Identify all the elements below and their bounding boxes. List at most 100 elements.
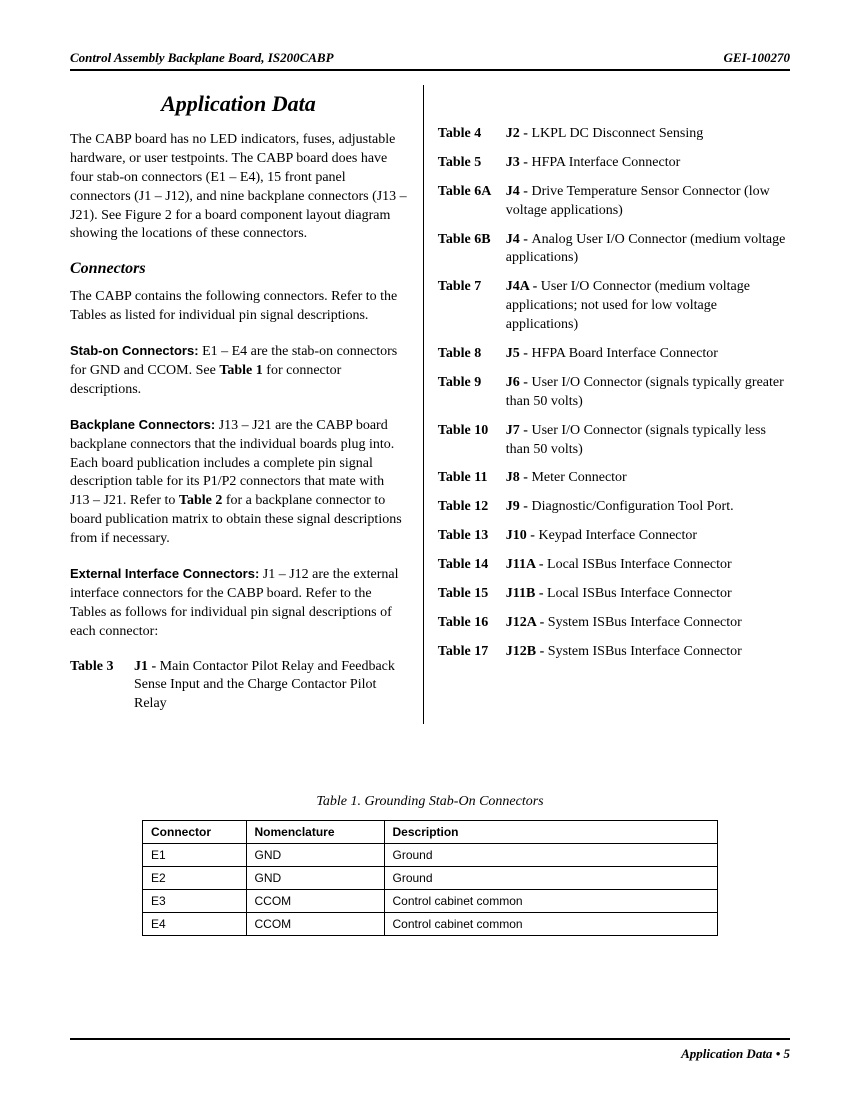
table-cell: Ground [384, 867, 718, 890]
table-cell: E4 [143, 913, 247, 936]
table-desc: J11A - Local ISBus Interface Connector [506, 556, 790, 575]
stabon-label: Stab-on Connectors: [70, 343, 199, 358]
table-text: System ISBus Interface Connector [548, 644, 742, 659]
table-label: Table 17 [438, 643, 506, 662]
table-label: Table 13 [438, 527, 506, 546]
table-list-row: Table 6BJ4 - Analog User I/O Connector (… [438, 231, 790, 269]
table-desc: J6 - User I/O Connector (signals typical… [506, 374, 790, 412]
table-list-row: Table 12J9 - Diagnostic/Configuration To… [438, 498, 790, 517]
connectors-heading: Connectors [70, 260, 407, 278]
table1: Connector Nomenclature Description E1GND… [142, 820, 718, 936]
table-cell: GND [246, 867, 384, 890]
footer-page: 5 [784, 1046, 791, 1061]
table-list-row: Table 17J12B - System ISBus Interface Co… [438, 643, 790, 662]
footer-text: Application Data • 5 [681, 1046, 790, 1062]
table-cell: GND [246, 844, 384, 867]
table-row: E1GNDGround [143, 844, 718, 867]
table-list-row: Table 9J6 - User I/O Connector (signals … [438, 374, 790, 412]
table-cell: E3 [143, 890, 247, 913]
table-label: Table 15 [438, 585, 506, 604]
table-label: Table 5 [438, 154, 506, 173]
header-left: Control Assembly Backplane Board, IS200C… [70, 50, 334, 66]
table-text: Local ISBus Interface Connector [547, 557, 732, 572]
table-conn: J12B - [506, 644, 548, 659]
table-conn: J9 - [506, 499, 532, 514]
table-list-row: Table 7J4A - User I/O Connector (medium … [438, 278, 790, 335]
external-block: External Interface Connectors: J1 – J12 … [70, 565, 407, 642]
table-desc: J3 - HFPA Interface Connector [506, 154, 790, 173]
table-list-row: Table 4J2 - LKPL DC Disconnect Sensing [438, 125, 790, 144]
table-text: User I/O Connector (signals typically gr… [506, 375, 784, 409]
table1-col-description: Description [384, 821, 718, 844]
stabon-ref: Table 1 [219, 363, 262, 378]
footer-sep: • [772, 1046, 783, 1061]
stabon-block: Stab-on Connectors: E1 – E4 are the stab… [70, 342, 407, 400]
page-header: Control Assembly Backplane Board, IS200C… [70, 50, 790, 71]
table3-row: Table 3 J1 - Main Contactor Pilot Relay … [70, 658, 407, 715]
table-list-row: Table 5J3 - HFPA Interface Connector [438, 154, 790, 173]
table-desc: J9 - Diagnostic/Configuration Tool Port. [506, 498, 790, 517]
table-list-row: Table 13J10 - Keypad Interface Connector [438, 527, 790, 546]
main-content: Application Data The CABP board has no L… [70, 85, 790, 724]
table-desc: J4 - Analog User I/O Connector (medium v… [506, 231, 790, 269]
table-text: LKPL DC Disconnect Sensing [531, 126, 703, 141]
footer-rule [70, 1038, 790, 1040]
table-text: Local ISBus Interface Connector [547, 586, 732, 601]
table-text: User I/O Connector (medium voltage appli… [506, 279, 750, 332]
table-label: Table 10 [438, 422, 506, 460]
table-text: Analog User I/O Connector (medium voltag… [506, 232, 786, 266]
table-row: E2GNDGround [143, 867, 718, 890]
table-label: Table 8 [438, 345, 506, 364]
table-conn: J2 - [506, 126, 532, 141]
table-text: Diagnostic/Configuration Tool Port. [531, 499, 733, 514]
table-conn: J5 - [506, 346, 532, 361]
table1-head-row: Connector Nomenclature Description [143, 821, 718, 844]
table-cell: E2 [143, 867, 247, 890]
footer-section: Application Data [681, 1046, 772, 1061]
table-text: Drive Temperature Sensor Connector (low … [506, 184, 770, 218]
table-list-row: Table 14J11A - Local ISBus Interface Con… [438, 556, 790, 575]
table-conn: J6 - [506, 375, 532, 390]
table-conn: J4A - [506, 279, 541, 294]
table-label: Table 16 [438, 614, 506, 633]
table-desc: J12B - System ISBus Interface Connector [506, 643, 790, 662]
table1-caption: Table 1. Grounding Stab-On Connectors [70, 794, 790, 810]
table-text: User I/O Connector (signals typically le… [506, 423, 766, 457]
table-desc: J4A - User I/O Connector (medium voltage… [506, 278, 790, 335]
table3-desc: J1 - Main Contactor Pilot Relay and Feed… [134, 658, 407, 715]
backplane-ref: Table 2 [179, 493, 222, 508]
table-label: Table 9 [438, 374, 506, 412]
table-desc: J12A - System ISBus Interface Connector [506, 614, 790, 633]
table3-conn: J1 - [134, 659, 160, 674]
table-text: Keypad Interface Connector [538, 528, 697, 543]
table-desc: J11B - Local ISBus Interface Connector [506, 585, 790, 604]
table-list-row: Table 8J5 - HFPA Board Interface Connect… [438, 345, 790, 364]
table-cell: E1 [143, 844, 247, 867]
table-desc: J10 - Keypad Interface Connector [506, 527, 790, 546]
left-column: Application Data The CABP board has no L… [70, 85, 423, 724]
right-column: Table 4J2 - LKPL DC Disconnect Sensing Ta… [423, 85, 790, 724]
table-desc: J2 - LKPL DC Disconnect Sensing [506, 125, 790, 144]
table-list-row: Table 6AJ4 - Drive Temperature Sensor Co… [438, 183, 790, 221]
table-list-row: Table 16J12A - System ISBus Interface Co… [438, 614, 790, 633]
table-conn: J12A - [506, 615, 548, 630]
table-label: Table 12 [438, 498, 506, 517]
backplane-block: Backplane Connectors: J13 – J21 are the … [70, 416, 407, 549]
table-label: Table 6B [438, 231, 506, 269]
table-cell: Control cabinet common [384, 913, 718, 936]
table-conn: J10 - [506, 528, 539, 543]
table-cell: CCOM [246, 913, 384, 936]
external-label: External Interface Connectors: [70, 566, 259, 581]
page-title: Application Data [70, 91, 407, 117]
table-text: Meter Connector [531, 470, 626, 485]
table-conn: J8 - [506, 470, 532, 485]
table-desc: J8 - Meter Connector [506, 469, 790, 488]
table1-col-nomenclature: Nomenclature [246, 821, 384, 844]
table-conn: J4 - [506, 184, 532, 199]
table-conn: J11A - [506, 557, 547, 572]
table-conn: J4 - [506, 232, 532, 247]
table3-text: Main Contactor Pilot Relay and Feedback … [134, 659, 395, 712]
table-cell: Control cabinet common [384, 890, 718, 913]
table-conn: J3 - [506, 155, 532, 170]
table-cell: CCOM [246, 890, 384, 913]
